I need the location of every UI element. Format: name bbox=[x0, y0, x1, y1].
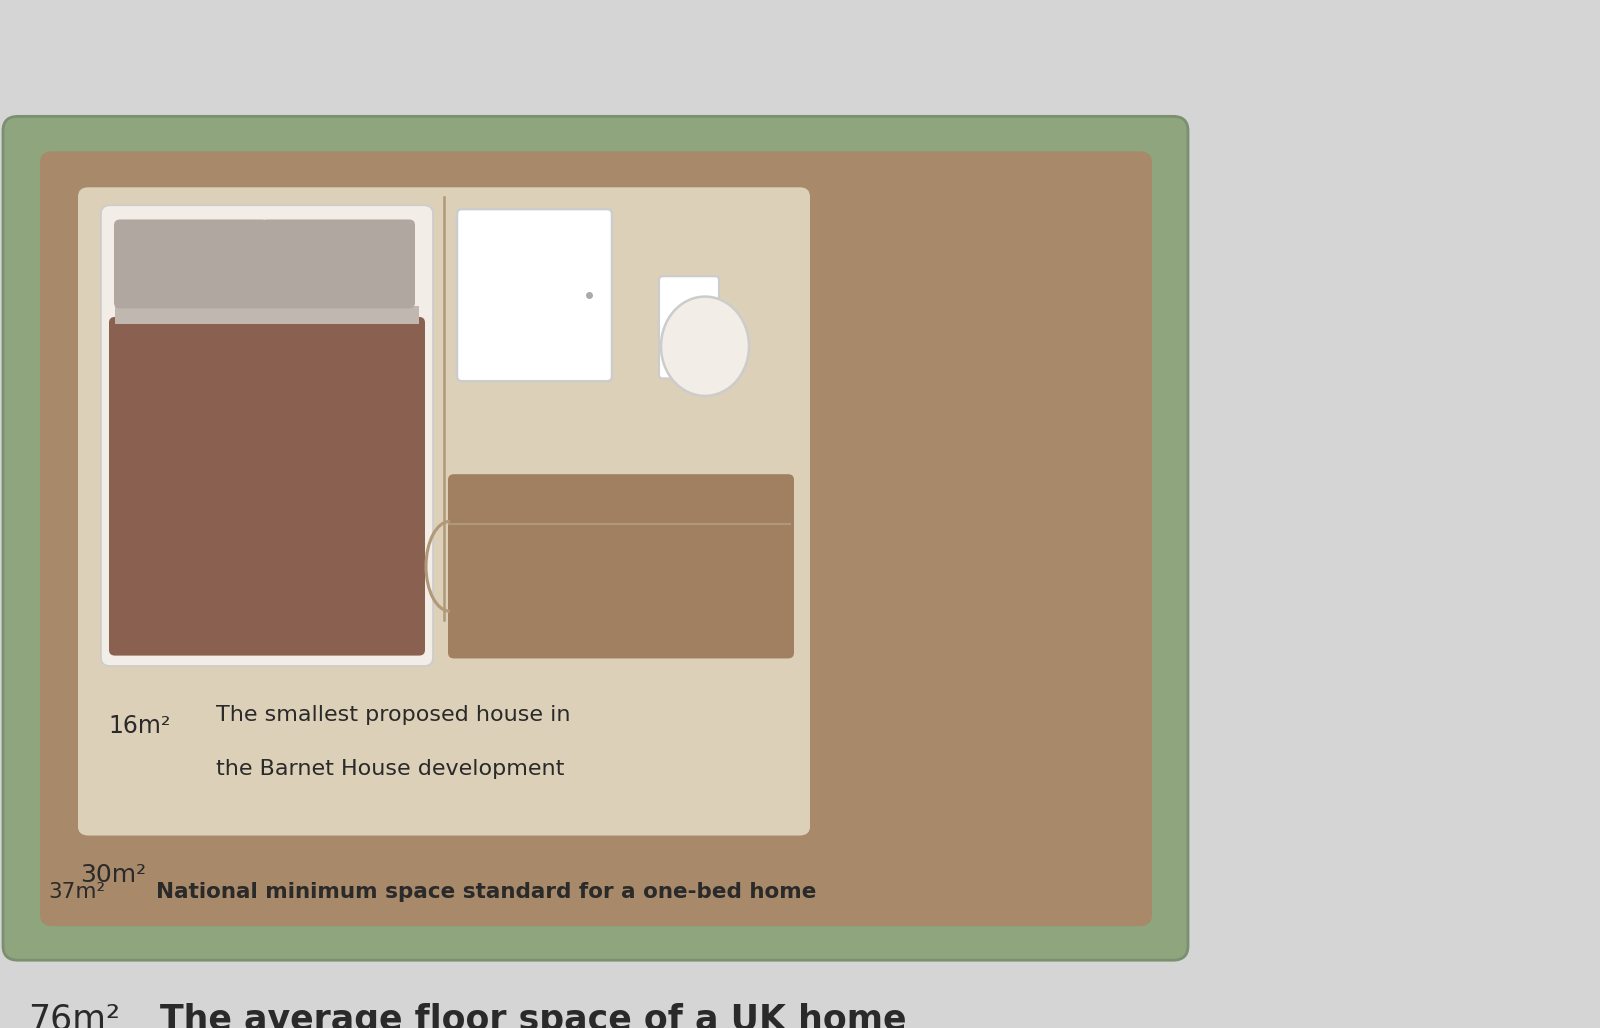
FancyBboxPatch shape bbox=[114, 219, 269, 308]
FancyBboxPatch shape bbox=[40, 151, 1152, 926]
FancyBboxPatch shape bbox=[101, 206, 434, 666]
FancyBboxPatch shape bbox=[448, 474, 794, 658]
FancyBboxPatch shape bbox=[3, 116, 1187, 960]
Text: 37m²: 37m² bbox=[48, 882, 106, 903]
Text: 16m²: 16m² bbox=[109, 714, 170, 738]
Text: National minimum space standard for a one-bed home: National minimum space standard for a on… bbox=[155, 882, 816, 903]
Text: The average floor space of a UK home: The average floor space of a UK home bbox=[160, 1002, 907, 1028]
Text: 76m²: 76m² bbox=[29, 1002, 120, 1028]
FancyBboxPatch shape bbox=[78, 658, 810, 836]
Bar bbox=[115, 305, 419, 325]
FancyBboxPatch shape bbox=[458, 209, 611, 381]
Text: 30m²: 30m² bbox=[80, 864, 146, 887]
Ellipse shape bbox=[661, 296, 749, 396]
Text: The smallest proposed house in: The smallest proposed house in bbox=[216, 705, 571, 725]
FancyBboxPatch shape bbox=[659, 277, 718, 378]
FancyBboxPatch shape bbox=[109, 317, 426, 656]
Text: the Barnet House development: the Barnet House development bbox=[216, 759, 565, 778]
FancyBboxPatch shape bbox=[78, 187, 810, 836]
FancyBboxPatch shape bbox=[261, 219, 414, 308]
